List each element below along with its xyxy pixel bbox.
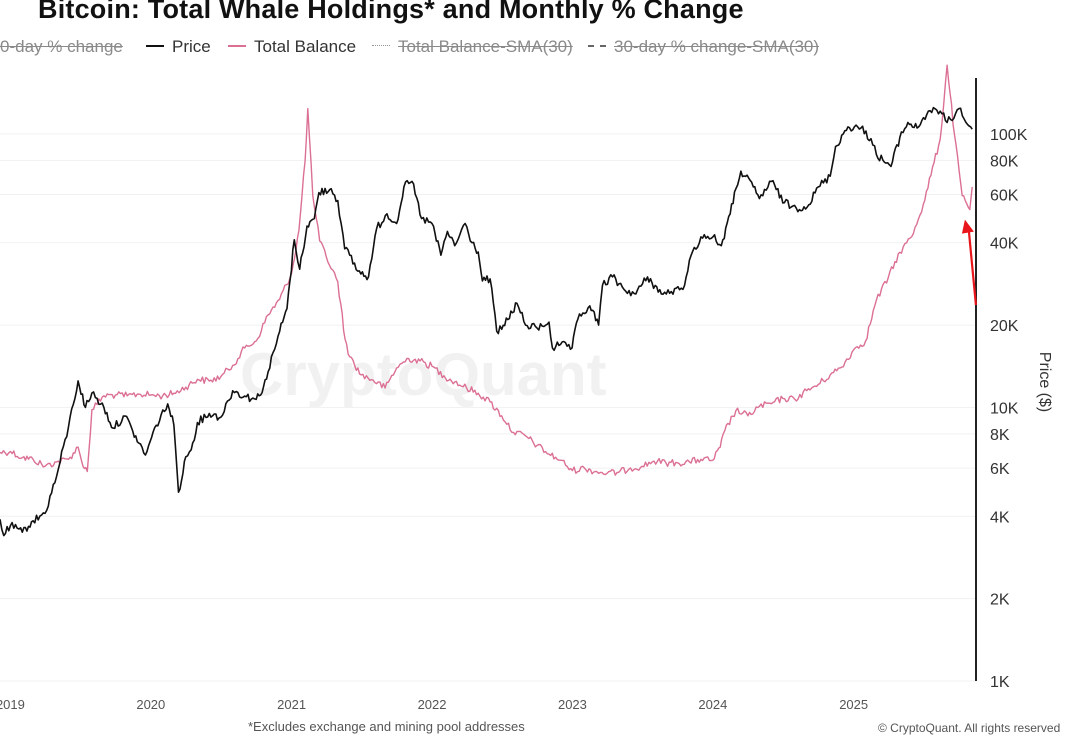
annotation-arrow-head [961,219,974,234]
legend-item-price[interactable]: Price [146,37,211,57]
y-tick-label: 60K [990,188,1019,205]
annotation-arrow-shaft [967,231,978,306]
legend-item-total-balance[interactable]: Total Balance [228,37,356,57]
copyright: © CryptoQuant. All rights reserved [878,721,1061,735]
watermark: CryptoQuant [240,341,607,408]
y-tick-label: 1K [990,674,1010,691]
series-line-price [0,106,973,537]
footnote: *Excludes exchange and mining pool addre… [248,719,525,734]
x-tick-label: 2021 [277,697,306,712]
legend-item-total-balance-sma[interactable]: Total Balance-SMA(30) [372,37,573,57]
y-tick-label: 2K [990,592,1010,609]
legend-item-0-day-change[interactable]: 0-day % change [0,37,123,57]
axes: 1K 2K 4K 6K 8K 10K 20K 40K 60K 80K 100K Price ($) 20… [0,78,1053,712]
y-tick-label: 10K [990,400,1019,417]
gridlines [0,133,976,682]
y-tick-label: 8K [990,427,1010,444]
legend: 0-day % change Price Total Balance Total… [0,37,900,61]
y-tick-label: 4K [990,509,1010,526]
y-tick-label: 80K [990,153,1019,170]
x-tick-label: 2025 [839,697,868,712]
x-tick-label: 2024 [698,697,727,712]
legend-label: 0-day % change [0,37,123,56]
legend-label: Total Balance [254,37,357,56]
legend-swatch-30-day-change-sma [588,44,606,47]
x-tick-label: 2020 [136,697,165,712]
y-tick-label: 100K [990,127,1028,144]
legend-item-30-day-change-sma[interactable]: 30-day % change-SMA(30) [588,37,819,57]
legend-label: 30-day % change-SMA(30) [614,37,820,56]
series-layer [0,64,973,537]
y-tick-label: 40K [990,236,1019,253]
legend-swatch-price [146,44,164,47]
chart-title: Bitcoin: Total Whale Holdings* and Month… [38,0,744,24]
legend-label: Total Balance-SMA(30) [398,37,573,56]
legend-swatch-total-balance-sma [372,45,390,47]
x-tick-label: 2023 [558,697,587,712]
y-tick-label: 6K [990,461,1010,478]
x-tick-label: 2019 [0,697,25,712]
legend-swatch-total-balance [228,44,246,47]
y-tick-label: 20K [990,318,1019,335]
legend-label: Price [172,37,211,56]
annotations [961,219,978,306]
series-line-total-balance [0,64,973,476]
y-axis-title: Price ($) [1036,352,1053,412]
x-tick-label: 2022 [418,697,447,712]
